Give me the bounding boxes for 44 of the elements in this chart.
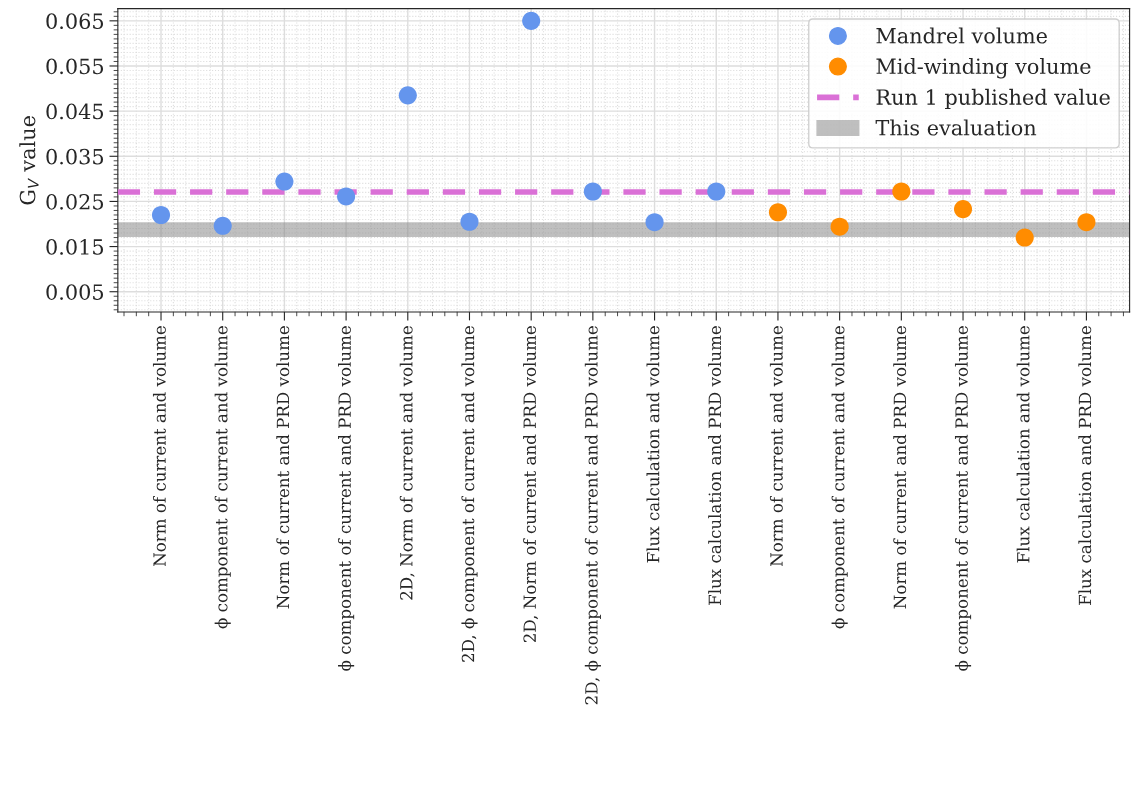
x-tick-label: Norm of current and PRD volume xyxy=(276,326,290,609)
point xyxy=(213,216,232,235)
point xyxy=(337,187,356,206)
point xyxy=(522,11,541,30)
point xyxy=(645,213,664,232)
x-tick-label: 2D, ϕ component of current and PRD volume xyxy=(584,326,601,705)
x-tick-label: Norm of current and PRD volume xyxy=(893,326,907,609)
x-tick-label: Flux calculation and PRD volume xyxy=(708,326,722,605)
x-tick-label: 2D, ϕ component of current and volume xyxy=(461,326,478,662)
point xyxy=(151,205,171,225)
point xyxy=(583,182,602,201)
y-tick-label: 0.065 xyxy=(46,13,104,30)
point xyxy=(460,212,479,231)
point xyxy=(892,182,911,201)
x-tick-label: Flux calculation and volume xyxy=(646,326,660,563)
point xyxy=(1077,213,1096,232)
y-tick-label: 0.005 xyxy=(46,284,104,300)
x-tick-label: ϕ component of current and PRD volume xyxy=(954,326,972,671)
y-tick-label: 0.045 xyxy=(46,103,104,120)
point xyxy=(398,86,417,105)
point xyxy=(830,217,849,236)
y-tick-label: 0.025 xyxy=(46,193,104,210)
point xyxy=(275,172,294,191)
legend-label: Mandrel volume xyxy=(876,27,1047,44)
x-tick-label: 2D, Norm of current and PRD volume xyxy=(523,326,539,643)
y-axis-title: G$_{V}$ value xyxy=(19,116,39,205)
y-tick-label: 0.055 xyxy=(46,58,104,75)
y-tick-label: 0.035 xyxy=(46,148,104,165)
x-tick-label: Flux calculation and volume xyxy=(1016,326,1030,563)
legend-label: This evaluation xyxy=(875,119,1037,136)
x-tick-label: ϕ component of current and PRD volume xyxy=(338,326,355,671)
point xyxy=(707,182,726,201)
legend-label: Mid-winding volume xyxy=(876,57,1091,79)
x-tick-label: ϕ component of current and volume xyxy=(831,326,848,629)
x-tick-label: 2D, Norm of current and volume xyxy=(399,326,415,600)
point xyxy=(1015,228,1034,247)
point xyxy=(768,203,787,222)
x-tick-label: Norm of current and volume xyxy=(769,326,783,567)
y-tick-label: 0.015 xyxy=(46,239,104,255)
x-tick-label: ϕ component of current and volume xyxy=(214,326,231,629)
x-tick-label: Norm of current and volume xyxy=(152,326,166,567)
x-tick-label: Flux calculation and PRD volume xyxy=(1078,326,1092,605)
point xyxy=(953,200,973,219)
legend-label: Run 1 published value xyxy=(876,88,1110,110)
